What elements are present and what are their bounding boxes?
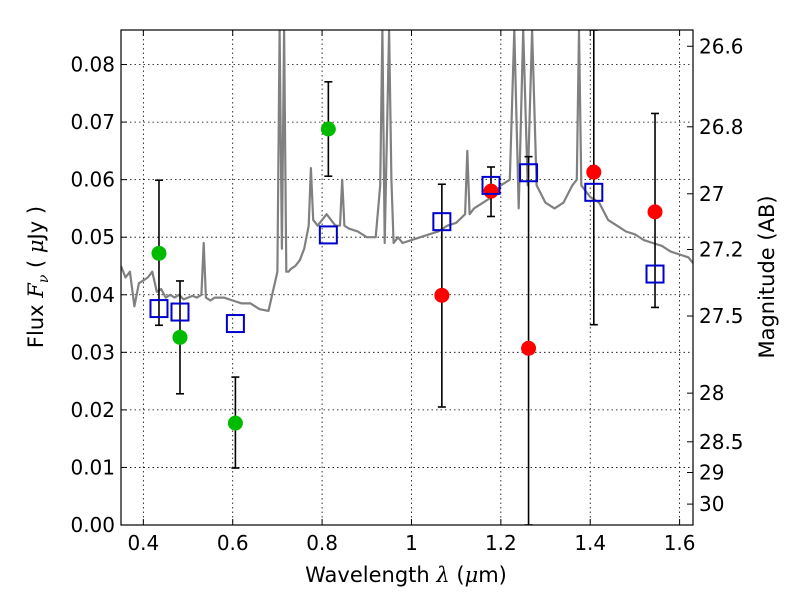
y-tick-label: 0.02 [70,398,115,422]
y-tick-label: 0.05 [70,225,115,249]
spectrum-layer [121,30,693,312]
green-data-point [320,121,336,137]
red-data-point [434,287,450,303]
mag-tick-label: 26.6 [699,34,744,58]
x-tick-label: 1.4 [574,531,606,555]
y-tick-label: 0.01 [70,455,115,479]
model-square-point [584,182,604,202]
x-tick-label: 1.6 [664,531,696,555]
model-square-point [149,299,169,319]
x-tick-label: 1 [405,531,418,555]
y-tick-label: 0.03 [70,340,115,364]
y-tick-label: 0.06 [70,168,115,192]
spectrum-line [121,30,693,312]
red-data-point [521,340,537,356]
red-data-point [586,164,602,180]
y-tick-label: 0.07 [70,110,115,134]
points-layer [149,121,665,431]
x-tick-label: 1.2 [485,531,517,555]
mag-tick-label: 29 [699,461,724,485]
model-square-point [645,264,665,284]
mag-tick-label: 26.8 [699,115,744,139]
mag-tick-label: 27.5 [699,304,744,328]
grid-lines [121,30,693,526]
ticks-layer: 0.4 0.6 0.8 1 1.2 1.4 1.6 0.00 0.01 0.02 0.03 0.04 0… [70,30,744,555]
mag-tick-label: 27 [699,182,724,206]
x-axis-title: Wavelength λ (μm) [305,563,507,587]
plot-frame [120,29,694,526]
model-square-point [432,212,452,232]
green-data-point [227,415,243,431]
model-square-point [519,163,539,183]
y-tick-label: 0.04 [70,283,115,307]
y-tick-label: 0.08 [70,53,115,77]
model-square-point [170,302,190,322]
model-square-point [225,314,245,334]
mag-tick-label: 30 [699,492,724,516]
mag-tick-label: 28 [699,381,724,405]
y2-axis-title: Magnitude (AB) [755,195,779,358]
green-data-point [151,245,167,261]
red-data-point [647,204,663,220]
model-square-point [481,175,501,195]
x-tick-label: 0.6 [217,531,249,555]
y-axis-title: Flux Fν ( μJy ) [24,206,52,348]
x-tick-label: 0.8 [306,531,338,555]
x-tick-label: 0.4 [127,531,159,555]
model-square-point [318,225,338,245]
mag-tick-label: 27.2 [699,238,744,262]
errorbar-layer [154,30,660,525]
mag-tick-label: 28.5 [699,430,744,454]
green-data-point [172,329,188,345]
red-data-point [483,183,499,199]
y-tick-label: 0.00 [70,513,115,537]
